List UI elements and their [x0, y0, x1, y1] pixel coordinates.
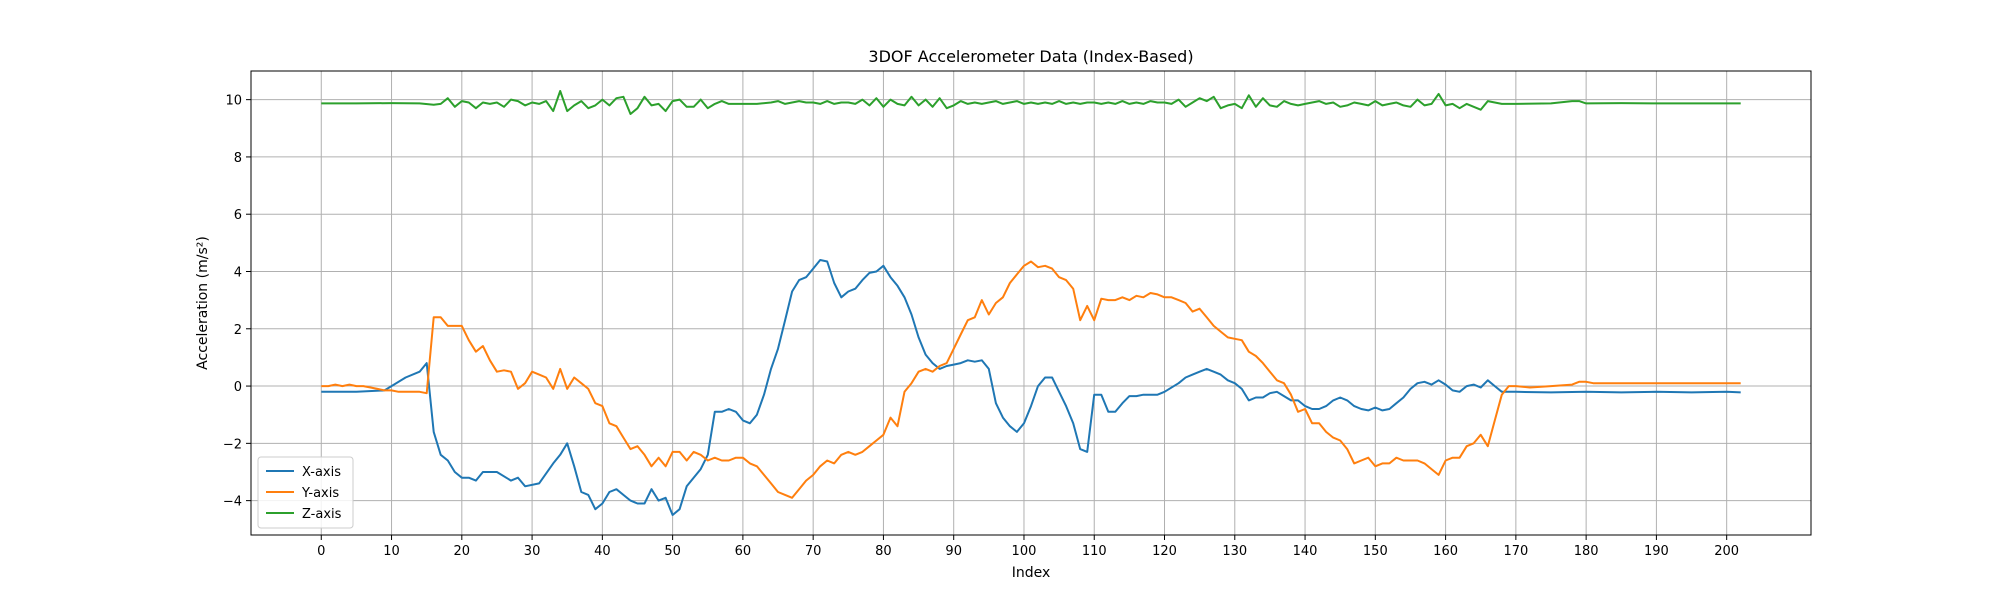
x-tick-label: 30 — [524, 544, 541, 559]
x-tick-label: 90 — [945, 544, 962, 559]
x-tick-label: 150 — [1363, 544, 1388, 559]
y-tick-label: 2 — [234, 323, 242, 338]
chart-title: 3DOF Accelerometer Data (Index-Based) — [868, 47, 1193, 66]
y-tick-label: 4 — [234, 265, 242, 280]
x-tick-label: 20 — [454, 544, 471, 559]
x-tick-label: 70 — [805, 544, 822, 559]
x-axis-label: Index — [1012, 565, 1051, 581]
x-tick-label: 170 — [1503, 544, 1528, 559]
y-tick-label: 6 — [234, 208, 242, 223]
x-tick-label: 60 — [735, 544, 752, 559]
x-tick-label: 130 — [1222, 544, 1247, 559]
axis-ticks: 0 10 20 30 40 50 60 70 80 90 100 110 120 130 140 150 160… — [223, 94, 1739, 559]
y-axisseries-line — [321, 260, 1741, 499]
x-tick-label: 100 — [1012, 544, 1037, 559]
x-axisseries-line — [321, 259, 1741, 516]
z-axisseries-line — [321, 90, 1741, 115]
y-tick-label: −4 — [223, 495, 242, 510]
y-tick-label: −2 — [223, 437, 242, 452]
grid — [251, 71, 1811, 535]
x-tick-label: 160 — [1433, 544, 1458, 559]
x-tick-label: 120 — [1152, 544, 1177, 559]
y-tick-label: 10 — [225, 94, 242, 109]
x-tick-label: 80 — [875, 544, 892, 559]
x-tick-label: 190 — [1644, 544, 1669, 559]
x-tick-label: 140 — [1293, 544, 1318, 559]
x-tick-label: 180 — [1574, 544, 1599, 559]
y-tick-label: 8 — [234, 151, 242, 166]
x-tick-label: 200 — [1714, 544, 1739, 559]
legend-label: Y-axis — [301, 486, 339, 501]
series-lines — [321, 90, 1741, 516]
plot-frame — [250, 70, 1812, 536]
y-tick-label: 0 — [234, 380, 242, 395]
x-tick-label: 110 — [1082, 544, 1107, 559]
legend-label: Z-axis — [302, 507, 342, 522]
legend: X-axis Y-axis Z-axis — [257, 456, 354, 529]
x-tick-label: 10 — [383, 544, 400, 559]
y-axis-label: Acceleration (m/s²) — [195, 236, 211, 370]
legend-box — [257, 456, 354, 529]
x-tick-label: 0 — [317, 544, 325, 559]
x-tick-label: 50 — [664, 544, 681, 559]
x-tick-label: 40 — [594, 544, 611, 559]
legend-label: X-axis — [302, 465, 341, 480]
